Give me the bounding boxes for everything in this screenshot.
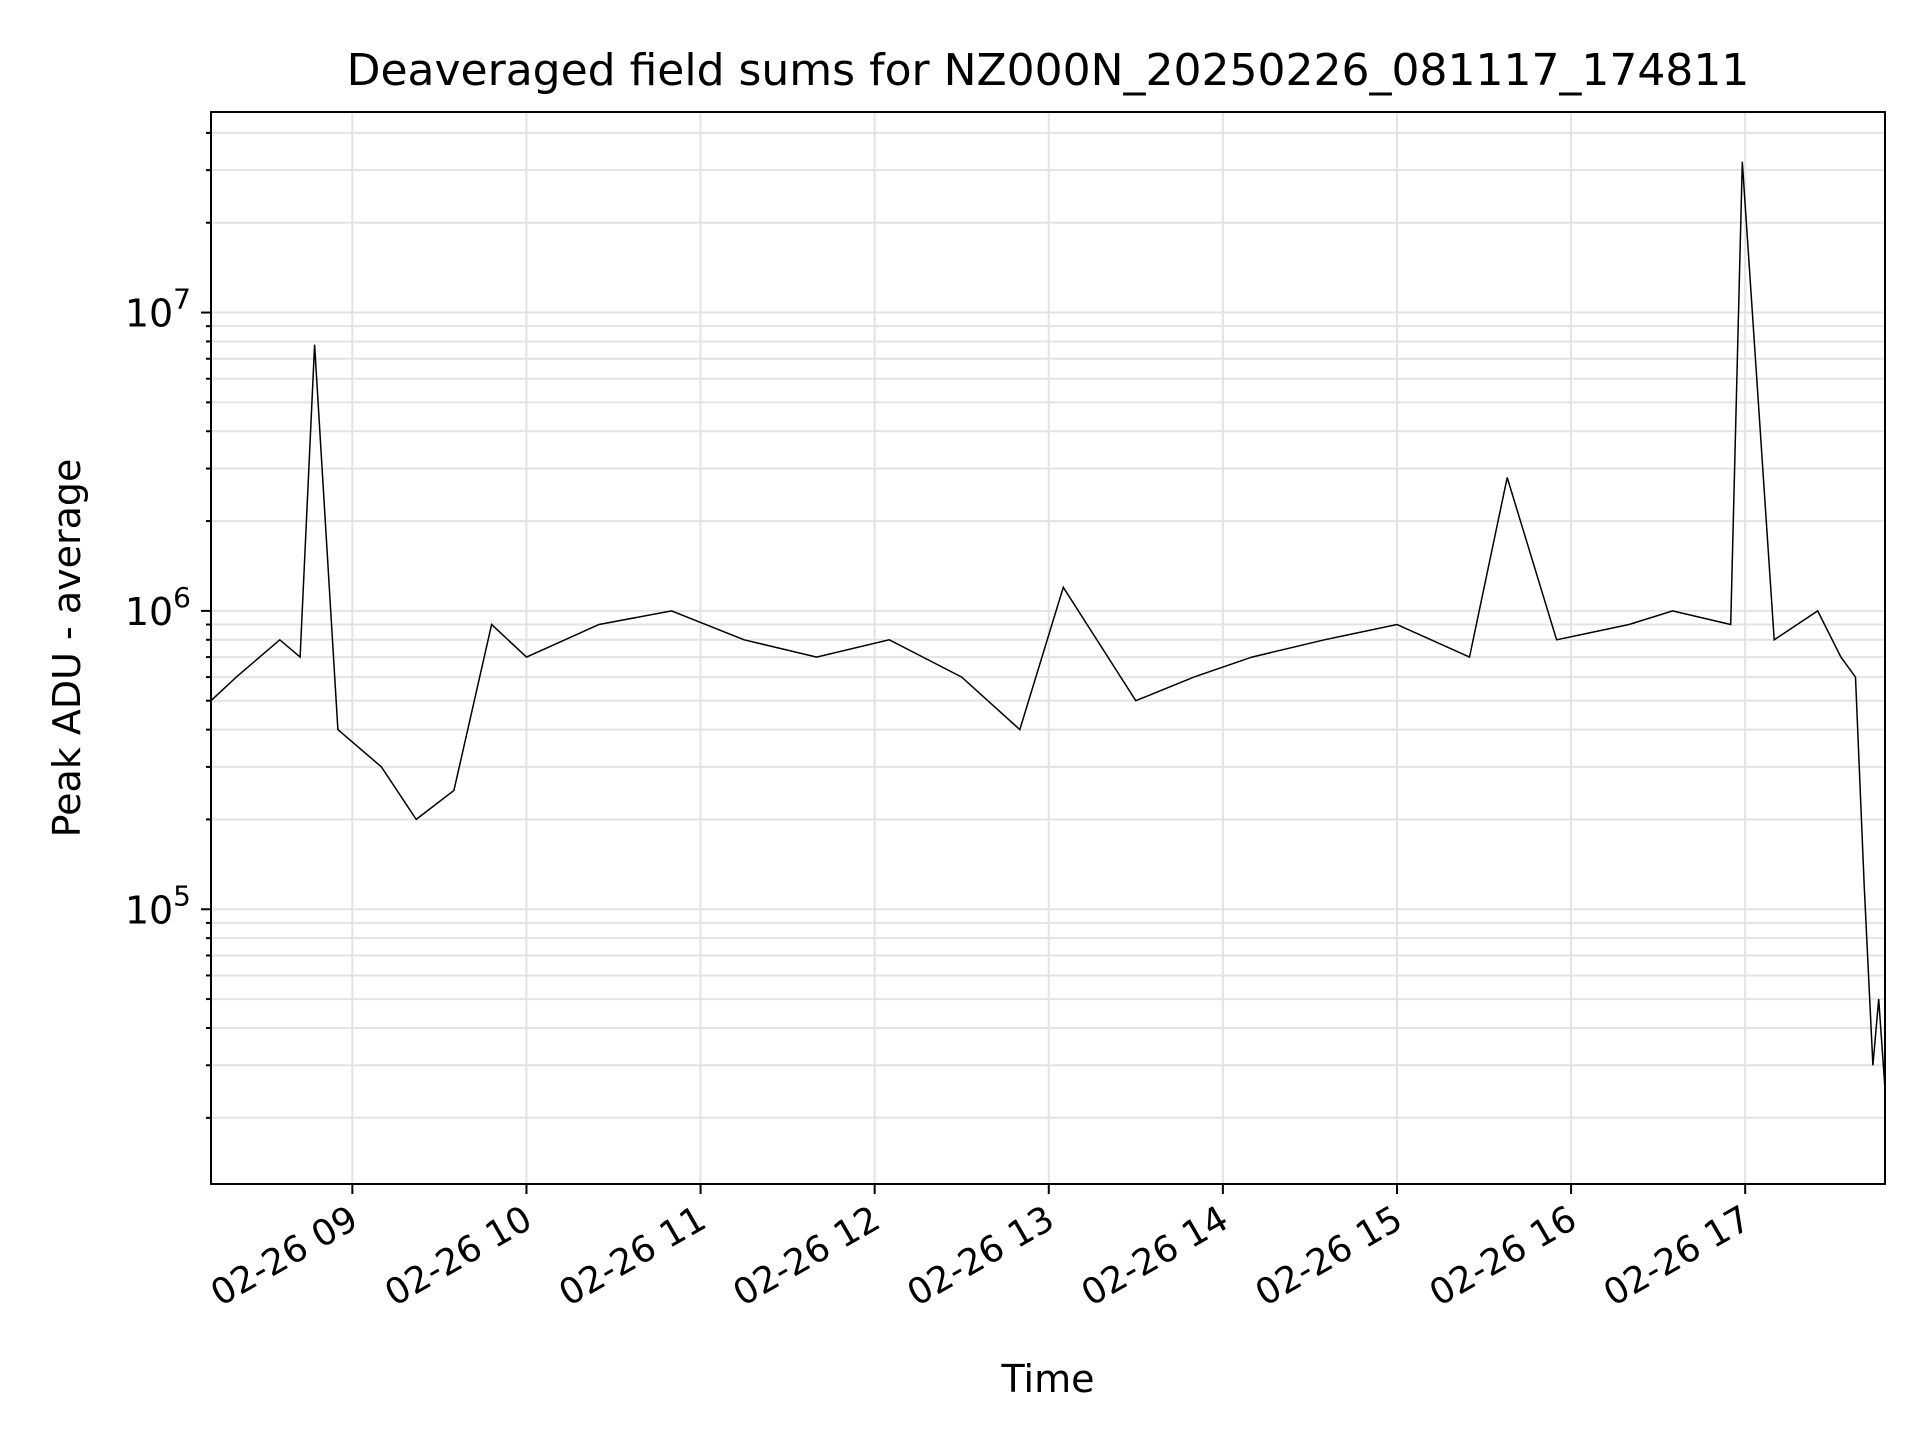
series-group (210, 161, 1886, 1089)
chart-title: Deaveraged field sums for NZ000N_2025022… (347, 45, 1750, 96)
x-axis-label: Time (1001, 1357, 1095, 1401)
grid-lines (211, 112, 1885, 1184)
series-line (210, 161, 1886, 1089)
y-tick-label: 105 (125, 879, 191, 932)
y-axis: 105 106 107 (125, 131, 211, 1119)
y-axis-label: Peak ADU - average (45, 459, 89, 838)
y-tick-label: 107 (125, 283, 191, 336)
y-tick-label: 106 (125, 581, 191, 634)
